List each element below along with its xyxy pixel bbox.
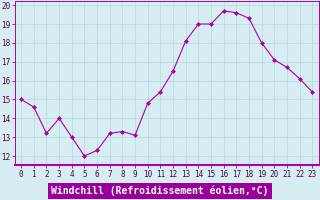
Text: Windchill (Refroidissement éolien,°C): Windchill (Refroidissement éolien,°C) bbox=[51, 186, 269, 196]
